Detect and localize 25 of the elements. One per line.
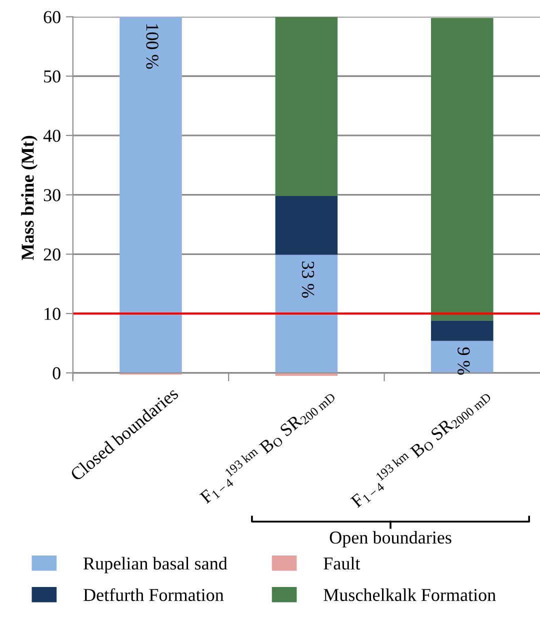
x-tick-label: F$_{1−4}$$^{193 km}$ B$_{O}$ SR$_{200 mD}$	[198, 386, 336, 506]
y-tick-label: 40	[43, 130, 60, 142]
legend-label: Rupelian basal sand	[84, 556, 228, 574]
legend-label: Fault	[324, 556, 360, 570]
bar	[431, 340, 494, 373]
annotation: 9 %	[458, 347, 470, 375]
text: Open boundaries	[330, 530, 452, 548]
legend-label: Detfurth Formation	[84, 588, 224, 602]
x-tick-label: F$_{1−4}$$^{193 km}$ B$_{O}$ SR$_{2000 mD}$	[348, 386, 492, 510]
annotation: 33 %	[302, 262, 314, 298]
bar	[275, 254, 338, 373]
y-tick-label: 60	[44, 11, 60, 24]
y-axis-title: Mass brine (Mt)	[21, 136, 38, 260]
legend-label: Muschelkalk Formation	[324, 588, 496, 602]
bar	[431, 18, 494, 321]
bar	[275, 16, 338, 196]
y-tick-label: 0	[52, 367, 60, 380]
y-tick-label: 10	[44, 308, 60, 320]
bar	[120, 16, 182, 373]
y-tick-label: 50	[44, 70, 60, 83]
annotation: 100 %	[146, 24, 158, 69]
y-tick-label: 30	[44, 189, 60, 202]
y-tick-label: 20	[44, 248, 60, 261]
bar	[431, 320, 494, 341]
bar	[275, 196, 338, 255]
